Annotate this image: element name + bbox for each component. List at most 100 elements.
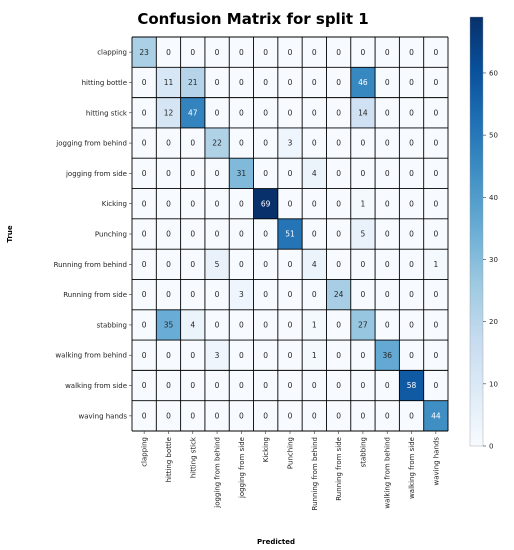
cell-value-label: 0 (288, 78, 293, 87)
heatmap-cell (375, 370, 400, 401)
cell-value-label: 0 (190, 260, 195, 269)
cell-value-label: 0 (385, 230, 390, 239)
heatmap-cell (277, 127, 303, 159)
heatmap-cell (253, 188, 279, 220)
cell-value-label: 0 (361, 48, 366, 57)
heatmap-cell (399, 188, 424, 220)
heatmap-cell (132, 370, 157, 401)
y-tick-label: Running from behind (54, 261, 127, 269)
heatmap-cell (253, 249, 279, 280)
heatmap-cell (253, 370, 279, 401)
cell-value-label: 0 (336, 260, 341, 269)
cell-value-label: 1 (361, 199, 366, 208)
cell-value-label: 0 (288, 411, 293, 420)
heatmap-cell (253, 67, 279, 98)
cell-value-label: 0 (385, 381, 390, 390)
colorbar-tick-label: 50 (489, 132, 498, 140)
cell-value-label: 0 (263, 381, 268, 390)
cell-value-label: 0 (288, 321, 293, 330)
heatmap-cell (229, 370, 254, 401)
heatmap-cell (302, 249, 327, 280)
y-tick-label: hitting bottle (82, 79, 127, 87)
heatmap-cell (277, 340, 303, 371)
cell-value-label: 3 (288, 139, 293, 148)
heatmap-cell (350, 309, 376, 341)
cell-value-label: 0 (215, 199, 220, 208)
cell-value-label: 0 (263, 139, 268, 148)
cell-value-label: 0 (166, 351, 171, 360)
cell-value-label: 35 (164, 321, 174, 330)
heatmap-cell (229, 127, 254, 159)
cell-value-label: 0 (190, 411, 195, 420)
heatmap-cell (375, 67, 400, 98)
heatmap-cell (132, 400, 157, 432)
x-tick-label: Punching (287, 437, 295, 469)
x-tick-label: hitting bottle (165, 437, 173, 482)
heatmap-cell (277, 97, 303, 129)
heatmap-cell (229, 188, 254, 220)
y-tick-label: clapping (97, 49, 127, 57)
heatmap-cell (375, 340, 400, 371)
heatmap-cell (156, 37, 181, 68)
heatmap-cell (229, 279, 254, 311)
x-tick-labels: clapping hitting bottle hitting stick joggi… (141, 431, 440, 510)
heatmap-cell (423, 127, 449, 159)
heatmap-cell (229, 340, 254, 371)
heatmap-cell (204, 340, 230, 371)
heatmap-cells: 23 0 0 0 0 0 0 0 0 0 0 0 00 11 21 0 0 0 0 0 0 46 0 0 00 12 47 0 0 0 0 0… (132, 37, 449, 432)
heatmap-cell (229, 249, 254, 280)
heatmap-cell (156, 370, 181, 401)
cell-value-label: 0 (312, 139, 317, 148)
heatmap-cell (399, 97, 424, 129)
cell-value-label: 0 (312, 290, 317, 299)
cell-value-label: 0 (385, 260, 390, 269)
heatmap-cell (375, 218, 400, 250)
cell-value-label: 0 (190, 48, 195, 57)
y-tick-label: waving hands (79, 412, 128, 420)
cell-value-label: 0 (215, 48, 220, 57)
cell-value-label: 0 (312, 199, 317, 208)
y-tick-label: jogging from side (65, 170, 127, 178)
y-tick-label: Punching (95, 231, 127, 239)
x-tick-label: waving hands (432, 437, 440, 486)
cell-value-label: 4 (312, 260, 317, 269)
cell-value-label: 0 (336, 411, 341, 420)
y-tick-label: walking from behind (55, 352, 127, 360)
heatmap-cell (253, 37, 279, 68)
cell-value-label: 0 (336, 381, 341, 390)
heatmap-cell (302, 370, 327, 401)
cell-value-label: 0 (263, 108, 268, 117)
heatmap-cell (204, 188, 230, 220)
cell-value-label: 0 (215, 108, 220, 117)
y-tick-label: jogging from behind (55, 140, 127, 148)
heatmap-cell (277, 400, 303, 432)
heatmap-cell (423, 370, 449, 401)
cell-value-label: 0 (263, 321, 268, 330)
y-tick-label: hitting stick (86, 109, 128, 117)
heatmap-cell (399, 218, 424, 250)
cell-value-label: 0 (409, 108, 414, 117)
heatmap-cell (204, 158, 230, 189)
cell-value-label: 0 (142, 169, 147, 178)
cell-value-label: 0 (142, 381, 147, 390)
cell-value-label: 0 (385, 411, 390, 420)
heatmap-cell (229, 218, 254, 250)
cell-value-label: 0 (385, 321, 390, 330)
cell-value-label: 0 (263, 230, 268, 239)
cell-value-label: 0 (409, 290, 414, 299)
heatmap-cell (277, 67, 303, 98)
cell-value-label: 0 (288, 260, 293, 269)
x-tick-label: clapping (141, 437, 149, 467)
cell-value-label: 0 (409, 230, 414, 239)
cell-value-label: 47 (188, 108, 198, 117)
heatmap-cell (375, 158, 400, 189)
heatmap-cell (399, 309, 424, 341)
heatmap-cell (423, 218, 449, 250)
cell-value-label: 0 (361, 139, 366, 148)
cell-value-label: 3 (215, 351, 220, 360)
cell-value-label: 0 (288, 290, 293, 299)
cell-value-label: 0 (142, 199, 147, 208)
heatmap-cell (326, 400, 352, 432)
heatmap-gridlines (131, 36, 449, 432)
